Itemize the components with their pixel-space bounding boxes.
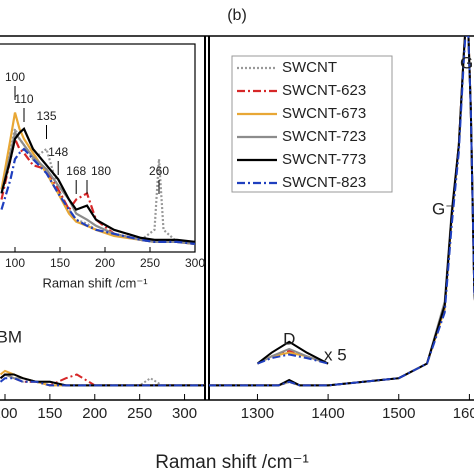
inset-x-axis-label: Raman shift /cm⁻¹ (42, 275, 148, 290)
series-line (0, 377, 205, 387)
inset-panel (0, 112, 195, 245)
x-tick-label: 200 (82, 405, 107, 422)
legend-frame (231, 55, 393, 193)
series-line (0, 373, 205, 387)
legend-label: SWCNT (282, 59, 337, 76)
annotation: G⁻ (432, 199, 454, 218)
inset-x-tick-label: 100 (5, 256, 25, 270)
x-tick-label: 1500 (382, 405, 415, 422)
legend-label: SWCNT-673 (282, 105, 366, 122)
x-tick-label: 150 (37, 405, 62, 422)
peak-label: 110 (14, 92, 33, 106)
series-line (209, 36, 474, 387)
legend-label: SWCNT-773 (282, 151, 366, 168)
x-tick-label: 1600 (453, 405, 474, 422)
annotation: RBM (0, 327, 22, 346)
inset-x-tick-label: 150 (50, 256, 70, 270)
series-line (0, 147, 195, 245)
peak-label: 180 (91, 164, 111, 178)
high-panel (209, 36, 474, 387)
annotation: D (283, 329, 295, 348)
panel-label: (b) (227, 7, 247, 24)
low-panel (0, 369, 205, 387)
legend-label: SWCNT-723 (282, 128, 366, 145)
peak-label: 260 (149, 164, 169, 178)
inset-x-tick-label: 250 (140, 256, 160, 270)
inset-x-tick-label: 200 (95, 256, 115, 270)
peak-label: 148 (48, 145, 68, 159)
legend-label: SWCNT-623 (282, 82, 366, 99)
annotation: x 5 (324, 345, 347, 364)
peak-label: 100 (5, 70, 25, 84)
peak-label: 135 (36, 109, 56, 123)
series-line (0, 373, 205, 387)
series-line (0, 126, 195, 243)
peak-label: 168 (66, 164, 86, 178)
legend-label: SWCNT-823 (282, 174, 366, 191)
series-line (256, 340, 329, 365)
x-tick-label: 100 (0, 405, 18, 422)
x-tick-label: 300 (172, 405, 197, 422)
series-line (0, 369, 205, 387)
plot-frame (0, 35, 474, 401)
x-axis-label: Raman shift /cm⁻¹ (155, 452, 309, 473)
series-line (257, 347, 329, 365)
x-tick-label: 1300 (241, 405, 274, 422)
series-line (257, 353, 329, 365)
annotation: G (460, 53, 473, 72)
x-tick-label: 1400 (311, 405, 344, 422)
inset-x-tick-label: 300 (185, 256, 205, 270)
x-tick-label: 250 (127, 405, 152, 422)
